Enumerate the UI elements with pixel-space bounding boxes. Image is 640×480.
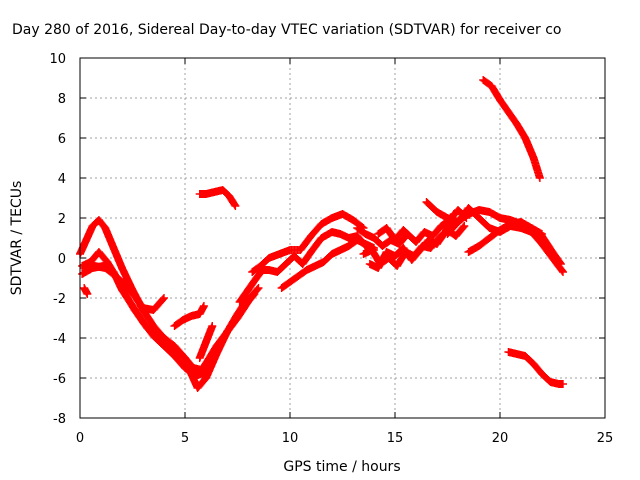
x-tick-label: 0 [76,431,84,446]
x-tick-label: 5 [181,431,189,446]
series-track-14 [365,210,458,272]
data-point-markers [248,210,368,276]
data-point-markers [195,186,240,210]
data-marks [76,76,567,392]
x-tick-label: 10 [282,431,299,446]
data-point-markers [170,302,208,330]
series-track-10 [248,210,368,276]
y-tick-label: -2 [53,292,66,307]
y-tick-label: 8 [58,92,66,107]
x-axis-label: GPS time / hours [283,459,400,475]
series-track-19 [479,76,544,182]
data-point-markers [374,224,416,244]
series-track-6 [170,302,208,330]
x-tick-label: 15 [387,431,404,446]
y-tick-label: 0 [58,252,66,267]
series-track-15 [374,224,416,244]
y-tick-label: 4 [58,172,66,187]
chart-title: Day 280 of 2016, Sidereal Day-to-day VTE… [12,22,561,38]
data-point-markers [479,76,544,182]
series-track-5 [80,284,92,298]
y-tick-label: -4 [53,332,66,347]
x-tick-label: 20 [492,431,509,446]
y-tick-label: 10 [49,52,66,67]
y-tick-label: -6 [53,372,66,387]
data-point-markers [80,262,168,314]
series-track-4 [80,262,168,314]
y-tick-label: 2 [58,212,66,227]
series-track-8 [195,186,240,210]
plot-frame [79,57,606,419]
series-track-11 [277,236,378,292]
series-track-18 [464,218,546,256]
data-point-markers [80,284,92,298]
data-point-markers [464,218,546,256]
x-tick-label: 25 [597,431,614,446]
series-track-20 [504,348,567,388]
y-axis-label: SDTVAR / TECUs [9,181,25,296]
axis-ticks: 0 5 10 15 20 25 -8 -6 -4 -2 0 2 4 6 8 10 [49,52,613,446]
data-point-markers [277,236,378,292]
data-point-markers [504,348,567,388]
data-point-markers [365,210,458,272]
data-point-markers [195,322,217,362]
y-tick-label: 6 [58,132,66,147]
y-tick-label: -8 [53,412,66,427]
series-track-7 [195,322,217,362]
